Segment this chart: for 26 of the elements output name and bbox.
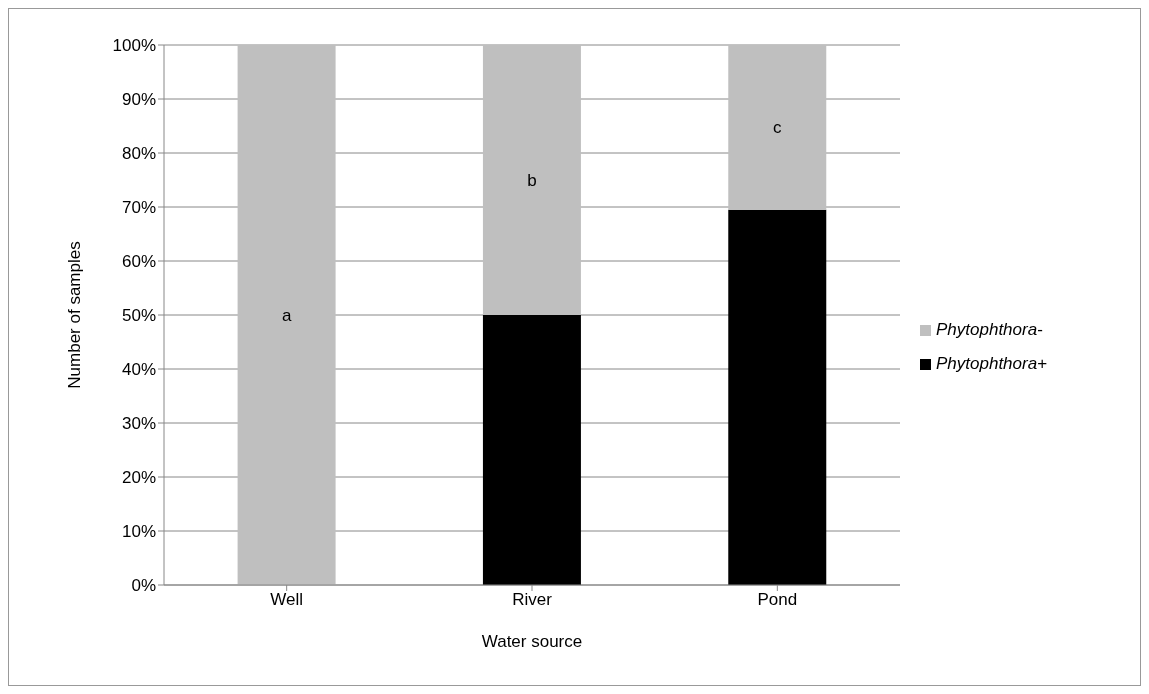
y-tick-label: 0% [131,576,156,596]
y-tick-label: 60% [121,252,156,272]
y-tick-label: 20% [121,468,156,488]
x-tick-label: Pond [757,590,798,610]
x-tick-label: River [512,590,553,610]
y-tick-label: 10% [121,522,156,542]
y-tick-label: 50% [121,306,156,326]
annotation: a [281,306,292,326]
y-tick-label: 40% [121,360,156,380]
y-tick-label: 30% [121,414,156,434]
annotation: c [773,118,783,138]
bar [482,45,581,315]
legend-label: Phytophthora+ [936,354,1048,374]
y-axis-title: Number of samples [65,241,85,389]
bar [482,315,581,585]
y-tick-label: 90% [121,90,156,110]
x-tick-label: Well [270,590,304,610]
annotation: b [527,171,537,191]
bar [237,45,336,585]
legend-label: Phytophthora- [936,320,1043,340]
y-tick-label: 100% [112,36,156,56]
x-axis-title: Water source [481,632,583,651]
bar [728,209,827,585]
bar [728,45,827,210]
y-tick-label: 80% [121,144,156,164]
y-tick-label: 70% [121,198,156,218]
